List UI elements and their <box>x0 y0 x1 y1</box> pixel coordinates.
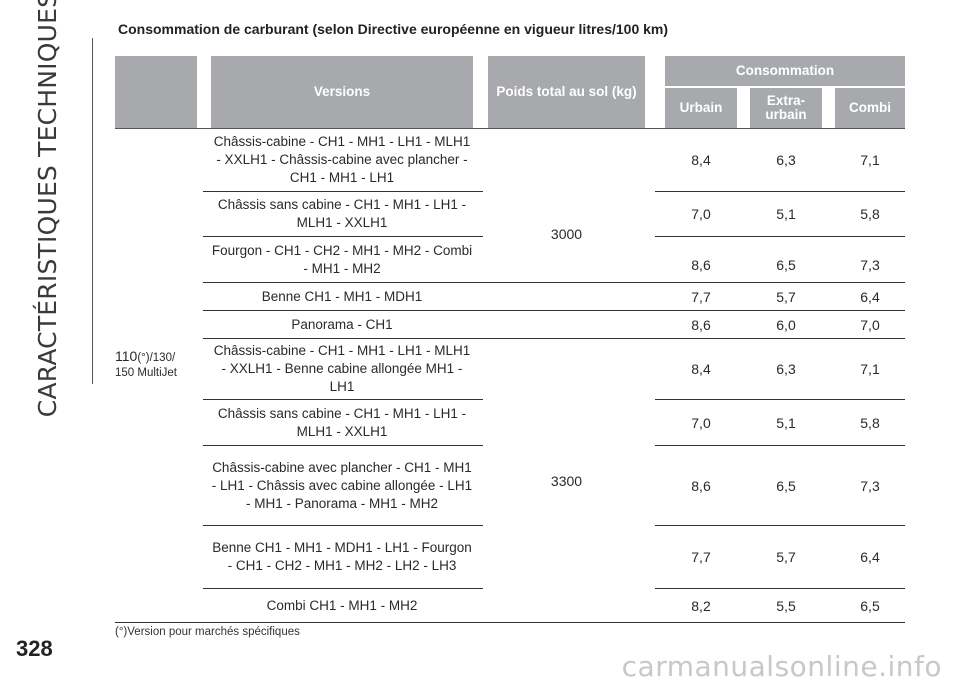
row-rule <box>203 191 483 192</box>
row-rule <box>655 191 905 192</box>
urbain-value: 8,4 <box>691 361 711 377</box>
row-rule <box>203 445 483 446</box>
page-number: 328 <box>16 636 53 661</box>
extra-urbain-value: 6,3 <box>776 152 796 168</box>
header-consumption: Consommation <box>665 56 905 86</box>
row-rule <box>203 338 905 339</box>
header-extra-urbain: Extra-urbain <box>750 88 822 128</box>
header-versions: Versions <box>211 56 473 128</box>
combi-value: 5,8 <box>860 206 880 222</box>
version-cell: Châssis sans cabine - CH1 - MH1 - LH1 - … <box>217 197 467 230</box>
urbain-value: 8,2 <box>691 597 711 614</box>
version-cell: Châssis-cabine avec plancher - CH1 - MH1… <box>211 459 473 511</box>
combi-value: 7,3 <box>860 477 880 494</box>
section-side-title: CARACTÉRISTIQUES TECHNIQUES <box>33 0 63 417</box>
row-rule <box>203 588 483 589</box>
version-cell: Benne CH1 - MH1 - MDH1 - LH1 - Fourgon -… <box>212 540 472 573</box>
side-rule <box>92 38 93 384</box>
urbain-value: 8,6 <box>691 477 711 494</box>
combi-value: 6,4 <box>860 549 880 565</box>
version-cell: Châssis sans cabine - CH1 - MH1 - LH1 - … <box>217 405 467 439</box>
urbain-value: 8,4 <box>691 152 711 168</box>
combi-value: 7,0 <box>860 316 880 333</box>
watermark: carmanualsonline.info <box>621 650 942 683</box>
extra-urbain-value: 5,5 <box>776 597 796 614</box>
version-cell: Châssis-cabine - CH1 - MH1 - LH1 - MLH1 … <box>213 134 471 185</box>
combi-value: 6,4 <box>860 288 880 305</box>
row-rule <box>203 310 905 311</box>
urbain-value: 7,0 <box>691 414 711 431</box>
combi-value: 7,1 <box>860 152 880 168</box>
version-cell: Combi CH1 - MH1 - MH2 <box>266 597 418 613</box>
row-rule <box>203 399 483 400</box>
table-bottom-rule <box>115 622 905 623</box>
version-cell: Fourgon - CH1 - CH2 - MH1 - MH2 - Combi … <box>211 242 473 276</box>
extra-urbain-value: 6,0 <box>776 316 796 333</box>
row-rule <box>655 525 905 526</box>
row-rule <box>203 525 483 526</box>
version-cell: Benne CH1 - MH1 - MDH1 <box>261 288 423 304</box>
combi-value: 6,5 <box>860 597 880 614</box>
footnote: (°)Version pour marchés spécifiques <box>115 626 300 638</box>
extra-urbain-value: 5,7 <box>776 549 796 565</box>
header-combi: Combi <box>835 88 905 128</box>
urbain-value: 7,7 <box>691 288 711 305</box>
urbain-value: 8,6 <box>691 256 711 273</box>
extra-urbain-value: 5,1 <box>776 206 796 222</box>
version-cell: Panorama - CH1 <box>291 316 393 332</box>
extra-urbain-value: 6,3 <box>776 361 796 377</box>
version-cell: Châssis-cabine - CH1 - MH1 - LH1 - MLH1 … <box>213 343 471 394</box>
extra-urbain-value: 6,5 <box>776 477 796 494</box>
row-rule <box>655 399 905 400</box>
row-rule <box>203 282 905 283</box>
urbain-value: 8,6 <box>691 316 711 333</box>
extra-urbain-value: 5,1 <box>776 414 796 431</box>
combi-value: 7,3 <box>860 256 880 273</box>
weight-value: 3300 <box>550 472 583 489</box>
weight-value: 3000 <box>550 225 583 242</box>
extra-urbain-value: 6,5 <box>776 256 796 273</box>
extra-urbain-value: 5,7 <box>776 288 796 305</box>
table-top-rule <box>115 128 905 129</box>
header-weight: Poids total au sol (kg) <box>488 56 645 128</box>
header-urbain: Urbain <box>665 88 737 128</box>
engine-label: 110(°)/130/ 150 MultiJet <box>115 348 178 379</box>
header-blank <box>115 56 197 128</box>
table-heading: Consommation de carburant (selon Directi… <box>118 21 669 37</box>
row-rule <box>655 236 905 237</box>
combi-value: 7,1 <box>860 361 880 377</box>
row-rule <box>655 588 905 589</box>
urbain-value: 7,0 <box>691 206 711 222</box>
consumption-table: Versions Poids total au sol (kg) Consomm… <box>115 56 905 623</box>
urbain-value: 7,7 <box>691 549 711 565</box>
row-rule <box>655 445 905 446</box>
combi-value: 5,8 <box>860 414 880 431</box>
row-rule <box>203 236 483 237</box>
